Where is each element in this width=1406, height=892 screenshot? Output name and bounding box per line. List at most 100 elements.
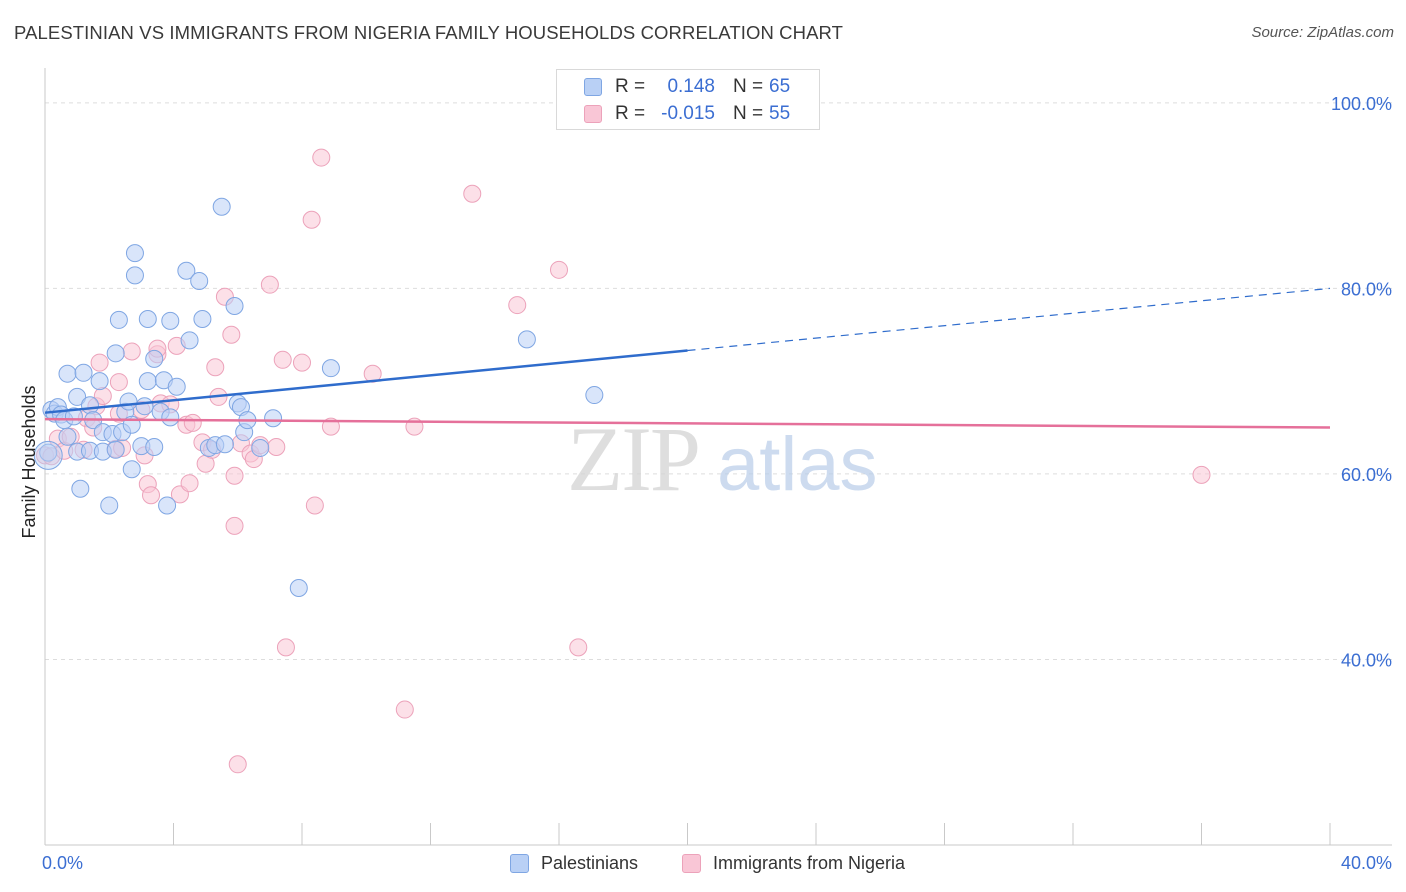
y-tick-label: 60.0% (1341, 465, 1392, 485)
data-point-palestinians (321, 359, 340, 378)
data-point-nigeria (293, 353, 311, 372)
legend-swatch-pink (584, 105, 602, 123)
data-point-nigeria (222, 325, 241, 344)
data-point-nigeria (225, 516, 244, 535)
data-point-nigeria (109, 373, 128, 392)
data-point-palestinians (106, 344, 125, 363)
gridlines (45, 102, 1392, 660)
y-tick-label: 40.0% (1341, 650, 1392, 670)
n-value: 65 (769, 76, 791, 97)
data-point-palestinians (161, 311, 180, 330)
data-point-palestinians (158, 496, 177, 515)
data-point-palestinians (109, 310, 128, 329)
data-point-palestinians (215, 435, 234, 454)
data-point-palestinians (161, 408, 180, 427)
data-point-palestinians (517, 330, 536, 349)
legend-swatch-blue (510, 854, 529, 873)
series-legend: Palestinians Immigrants from Nigeria (0, 853, 1406, 877)
data-point-palestinians (190, 271, 209, 290)
data-point-palestinians (177, 261, 196, 280)
data-point-palestinians (145, 349, 164, 368)
data-point-nigeria (273, 350, 292, 369)
data-point-nigeria (122, 342, 141, 361)
trend-line-nigeria (44, 417, 1331, 429)
data-point-palestinians (64, 407, 83, 426)
data-point-palestinians (212, 197, 231, 216)
data-point-palestinians (122, 460, 141, 479)
data-point-nigeria (260, 275, 279, 294)
data-point-palestinians (138, 372, 157, 391)
data-point-palestinians (90, 372, 109, 391)
data-point-palestinians (145, 438, 164, 457)
data-point-palestinians (167, 377, 186, 396)
y-tick-label: 80.0% (1341, 279, 1392, 299)
source-label: Source: ZipAtlas.com (1251, 24, 1394, 41)
data-point-palestinians (68, 387, 87, 406)
series-palestinians-points (33, 197, 604, 598)
tick-labels: 40.0% 60.0% 80.0% 100.0% 0.0% 40.0% (42, 94, 1392, 873)
data-point-palestinians (119, 392, 138, 411)
data-point-palestinians (251, 438, 270, 457)
r-label: R = (615, 76, 646, 97)
data-point-nigeria (395, 700, 414, 719)
data-point-palestinians (180, 331, 199, 350)
data-point-palestinians (125, 244, 144, 263)
data-point-palestinians (138, 309, 157, 328)
data-point-nigeria (321, 417, 340, 436)
data-point-palestinians (58, 364, 77, 383)
data-point-nigeria (312, 148, 331, 167)
data-point-nigeria (228, 755, 247, 774)
data-point-nigeria (90, 353, 109, 372)
data-point-palestinians-cluster (33, 440, 63, 470)
legend-row-palestinians: R = 0.148 N = 65 (557, 74, 819, 100)
data-point-palestinians (39, 443, 58, 462)
data-point-nigeria (508, 296, 527, 315)
data-point-palestinians (289, 579, 308, 598)
legend-label: Immigrants from Nigeria (713, 853, 906, 873)
data-point-nigeria (302, 210, 321, 229)
legend-label: Palestinians (541, 853, 639, 873)
y-tick-label: 100.0% (1331, 94, 1392, 114)
data-point-nigeria (142, 486, 161, 505)
data-point-palestinians (585, 386, 604, 405)
data-point-palestinians (58, 427, 77, 446)
data-point-palestinians (74, 363, 93, 382)
n-label: N = (733, 103, 764, 124)
data-point-nigeria (225, 466, 244, 485)
legend-swatch-blue (584, 78, 602, 96)
data-point-palestinians (80, 396, 99, 415)
trend-lines (44, 287, 1331, 429)
r-value: 0.148 (667, 76, 715, 97)
data-point-nigeria (463, 184, 482, 203)
data-point-nigeria (1192, 465, 1211, 484)
n-value: 55 (769, 103, 791, 124)
data-point-palestinians (106, 440, 125, 459)
x-tick-label: 0.0% (42, 853, 83, 873)
r-value: -0.015 (661, 103, 715, 124)
legend-swatch-pink (682, 854, 701, 873)
data-point-palestinians (193, 309, 212, 328)
watermark-zip: ZIP (567, 408, 699, 510)
trend-line-palestinians (44, 349, 688, 414)
x-tick-label: 40.0% (1341, 853, 1392, 873)
r-label: R = (615, 103, 646, 124)
data-point-palestinians (71, 479, 90, 498)
data-point-nigeria (180, 474, 199, 493)
correlation-legend: R = 0.148 N = 65 R = -0.015 N = 55 (556, 69, 820, 130)
legend-row-nigeria: R = -0.015 N = 55 (557, 101, 819, 127)
y-axis-label: Family Households (19, 385, 39, 538)
data-point-palestinians (264, 409, 283, 428)
data-point-nigeria (550, 260, 568, 279)
data-point-nigeria (276, 638, 295, 657)
watermark-atlas: atlas (717, 422, 878, 507)
chart-title: PALESTINIAN VS IMMIGRANTS FROM NIGERIA F… (14, 22, 844, 43)
data-point-nigeria (183, 413, 202, 432)
n-label: N = (733, 76, 764, 97)
data-point-nigeria (569, 638, 588, 657)
data-point-nigeria (267, 438, 286, 457)
data-point-nigeria (206, 358, 225, 377)
data-point-palestinians (100, 496, 119, 515)
data-point-palestinians (225, 297, 244, 315)
trend-line-palestinians-extrapolated (687, 287, 1331, 352)
